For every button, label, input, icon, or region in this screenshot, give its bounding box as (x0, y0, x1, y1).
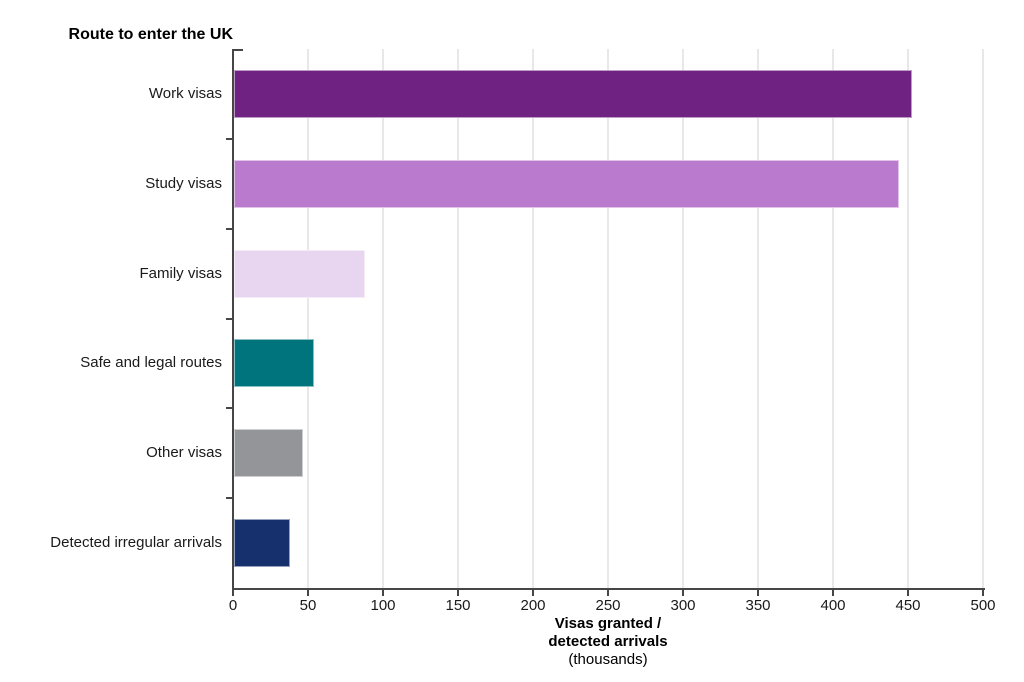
category-label-study-visas: Study visas (145, 174, 222, 192)
x-tick-label-450: 450 (895, 597, 921, 614)
gridline-x-50 (307, 49, 309, 588)
x-tick-label-400: 400 (820, 597, 846, 614)
bar-family-visas (234, 249, 365, 298)
x-tick-0 (232, 590, 234, 596)
bar-detected-irregular-arrivals (234, 519, 290, 568)
x-tick-label-200: 200 (520, 597, 546, 614)
gridline-x-100 (382, 49, 384, 588)
bar-safe-and-legal-routes (234, 339, 314, 388)
x-tick-label-250: 250 (595, 597, 621, 614)
bar-other-visas (234, 429, 303, 478)
x-tick-label-50: 50 (299, 597, 317, 614)
x-tick-label-150: 150 (445, 597, 471, 614)
x-tick-300 (682, 590, 684, 596)
gridline-x-400 (832, 49, 834, 588)
x-tick-label-350: 350 (745, 597, 771, 614)
category-label-family-visas: Family visas (139, 264, 222, 282)
x-tick-label-0: 0 (228, 597, 238, 614)
y-tick-2 (226, 227, 232, 230)
gridline-x-250 (607, 49, 609, 588)
category-label-safe-and-legal-routes: Safe and legal routes (80, 354, 222, 372)
x-axis-line (232, 588, 985, 590)
x-axis-label-units: (thousands) (568, 651, 648, 668)
plot-area (226, 49, 985, 596)
x-tick-150 (457, 590, 459, 596)
x-tick-500 (982, 590, 984, 596)
gridline-x-350 (757, 49, 759, 588)
gridline-x-300 (682, 49, 684, 588)
y-axis-top-cap (234, 49, 243, 51)
y-tick-1 (226, 137, 232, 140)
x-axis-label-line1: Visas granted / (554, 615, 662, 632)
x-tick-400 (832, 590, 834, 596)
bar-work-visas (234, 69, 912, 118)
gridline-x-450 (907, 49, 909, 588)
category-label-detected-irregular-arrivals: Detected irregular arrivals (50, 534, 222, 552)
x-tick-200 (532, 590, 534, 596)
x-tick-label-500: 500 (970, 597, 996, 614)
category-label-other-visas: Other visas (146, 444, 222, 462)
gridline-x-150 (457, 49, 459, 588)
x-tick-100 (382, 590, 384, 596)
category-label-work-visas: Work visas (148, 84, 222, 102)
x-tick-label-100: 100 (370, 597, 396, 614)
gridline-x-200 (532, 49, 534, 588)
y-tick-4 (226, 407, 232, 410)
x-axis-label: Visas granted / detected arrivals (thous… (458, 615, 758, 669)
x-tick-50 (307, 590, 309, 596)
bar-study-visas (234, 159, 899, 208)
y-tick-3 (226, 317, 232, 320)
gridline-x-500 (982, 49, 984, 588)
x-tick-450 (907, 590, 909, 596)
x-tick-350 (757, 590, 759, 596)
chart-title: Route to enter the UK (68, 26, 233, 43)
y-axis-line (232, 49, 234, 590)
x-axis-label-line2: detected arrivals (548, 633, 668, 650)
x-tick-label-300: 300 (670, 597, 696, 614)
y-tick-5 (226, 497, 232, 500)
x-tick-250 (607, 590, 609, 596)
